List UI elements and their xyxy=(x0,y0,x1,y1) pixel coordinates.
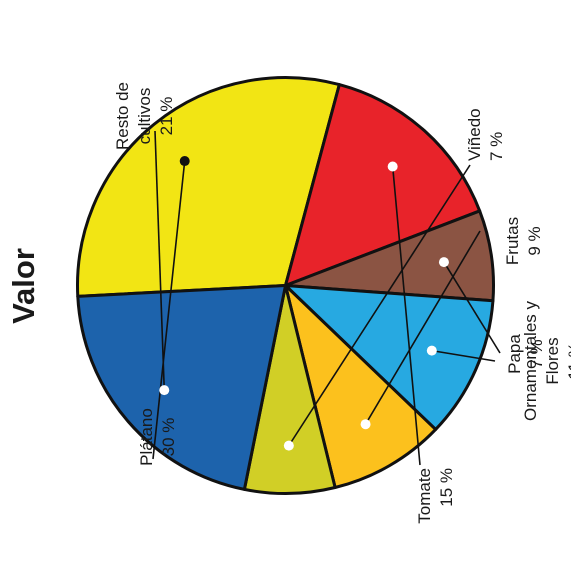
slice-label: 30 % xyxy=(159,418,178,457)
slice-label: Resto de xyxy=(113,82,132,150)
pie-slice xyxy=(76,284,287,491)
leader-line xyxy=(288,164,471,447)
slice-label: 21 % xyxy=(157,97,176,136)
slice-label: 7 % xyxy=(527,339,546,368)
leader-line xyxy=(152,160,186,460)
slice-marker-dot xyxy=(283,440,294,451)
leader-line xyxy=(431,349,496,362)
slice-marker-dot xyxy=(438,257,449,268)
label-leaders xyxy=(152,130,501,466)
chart-title: Valor xyxy=(6,248,41,324)
slice-label: Frutas xyxy=(503,217,522,265)
pie-slice xyxy=(76,76,341,298)
slice-label: cultivos xyxy=(135,88,154,145)
slice-label: 15 % xyxy=(437,468,456,507)
slice-marker-dot xyxy=(159,385,170,396)
slice-marker-dot xyxy=(387,161,398,172)
leader-line xyxy=(154,130,166,391)
slice-label: 11 % xyxy=(565,342,571,380)
leader-line xyxy=(364,230,481,425)
slice-label: Papa xyxy=(505,334,524,374)
slice-label: 7 % xyxy=(487,132,506,161)
slice-marker-dot xyxy=(426,345,437,356)
slice-labels: Plátano 30 %Tomate 15 %Papa 7 %Ornamentales… xyxy=(113,82,571,524)
slice-marker-dot xyxy=(179,156,190,167)
pie-slice xyxy=(284,83,482,287)
slice-label: 9 % xyxy=(525,226,544,255)
slice-label: Tomate xyxy=(415,468,434,524)
slice-label: Plátano xyxy=(137,408,156,466)
slice-label: Viñedo xyxy=(465,108,484,161)
pie-slices xyxy=(76,76,495,495)
pie-slice xyxy=(284,284,495,431)
leader-line xyxy=(391,166,421,466)
slice-marker-dot xyxy=(360,419,371,430)
slice-label: Flores xyxy=(543,337,562,384)
slice-label: Ornamentales y xyxy=(521,301,540,421)
